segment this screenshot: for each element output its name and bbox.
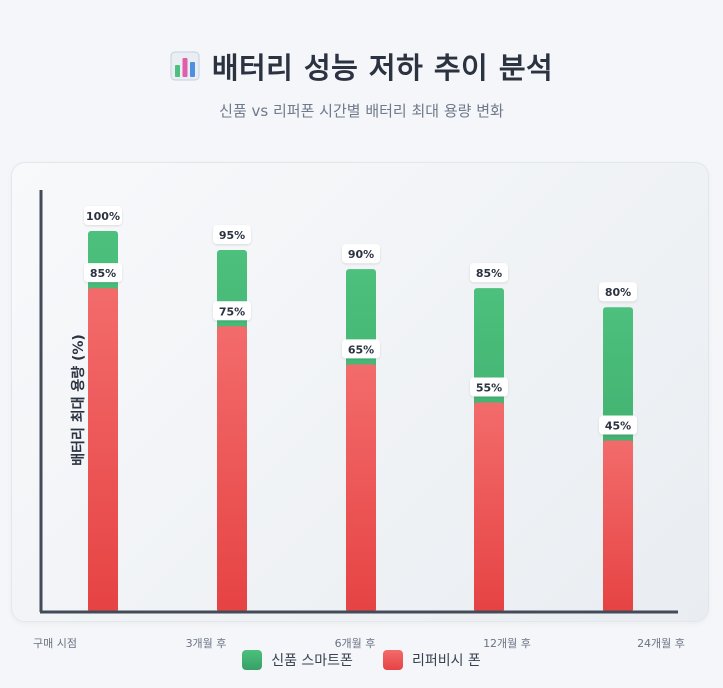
data-label-text: 90%: [348, 248, 374, 261]
chart-header: 배터리 성능 저하 추이 분석: [0, 45, 723, 87]
legend-swatch-new: [242, 650, 263, 670]
x-tick-labels: 구매 시점 3개월 후 6개월 후 12개월 후 24개월 후: [33, 637, 685, 650]
bar-refurb-3: [474, 402, 504, 612]
bar-chart-icon: [170, 51, 200, 81]
chart-title: 배터리 성능 저하 추이 분석: [211, 51, 554, 85]
data-label-text: 85%: [90, 267, 116, 280]
data-label-bg: [84, 263, 122, 283]
data-label-bg: [470, 263, 508, 283]
bar-refurb-4: [603, 440, 633, 612]
x-tick-label: 3개월 후: [186, 637, 227, 650]
data-label-text: 85%: [476, 267, 502, 280]
data-label-refurb-4: 45%: [599, 415, 637, 435]
data-label-refurb-3: 55%: [470, 377, 508, 397]
data-label-refurb-1: 75%: [213, 301, 251, 321]
data-label-new-2: 90%: [342, 244, 380, 264]
data-label-new-3: 85%: [470, 263, 508, 283]
data-label-text: 75%: [219, 305, 245, 318]
legend-label-new: 신품 스마트폰: [271, 653, 353, 669]
y-axis-label: 배터리 최대 용량 (%): [70, 334, 87, 466]
x-tick-label: 6개월 후: [335, 637, 376, 650]
chart-title-wrap: 배터리 성능 저하 추이 분석: [170, 45, 553, 87]
labels-layer: 100% 95% 90% 85% 80% 85% 75% 65% 55% 45%: [84, 206, 637, 435]
bar-refurb-2: [346, 364, 376, 612]
x-tick-label: 12개월 후: [483, 637, 531, 650]
data-label-bg: [342, 244, 380, 264]
data-label-bg: [599, 282, 637, 302]
legend: 신품 스마트폰 리퍼비시 폰: [0, 650, 723, 670]
chart-subtitle: 신품 vs 리퍼폰 시간별 배터리 최대 용량 변화: [219, 102, 504, 120]
data-label-bg: [213, 301, 251, 321]
legend-label-refurb: 리퍼비시 폰: [411, 653, 481, 669]
x-tick-label: 구매 시점: [33, 637, 77, 650]
data-label-bg: [599, 415, 637, 435]
legend-swatch-refurb: [382, 650, 403, 670]
data-label-text: 45%: [605, 420, 631, 433]
data-label-refurb-2: 65%: [342, 339, 380, 359]
data-label-text: 65%: [348, 343, 374, 356]
data-label-bg: [342, 339, 380, 359]
bar-refurb-0: [88, 288, 118, 612]
data-label-bg: [84, 206, 122, 225]
data-label-new-0: 100%: [84, 206, 122, 225]
data-label-text: 80%: [605, 286, 631, 299]
data-label-text: 95%: [219, 229, 245, 242]
bars-layer: [88, 231, 633, 613]
legend-item-new: 신품 스마트폰: [242, 650, 353, 670]
x-tick-label: 24개월 후: [637, 637, 685, 650]
data-label-text: 100%: [86, 210, 120, 223]
data-label-new-4: 80%: [599, 282, 637, 302]
data-label-new-1: 95%: [213, 225, 251, 245]
data-label-text: 55%: [476, 381, 502, 394]
data-label-refurb-0: 85%: [84, 263, 122, 283]
data-label-bg: [213, 225, 251, 245]
bar-refurb-1: [217, 326, 247, 612]
data-label-bg: [470, 377, 508, 397]
legend-item-refurb: 리퍼비시 폰: [382, 650, 481, 670]
